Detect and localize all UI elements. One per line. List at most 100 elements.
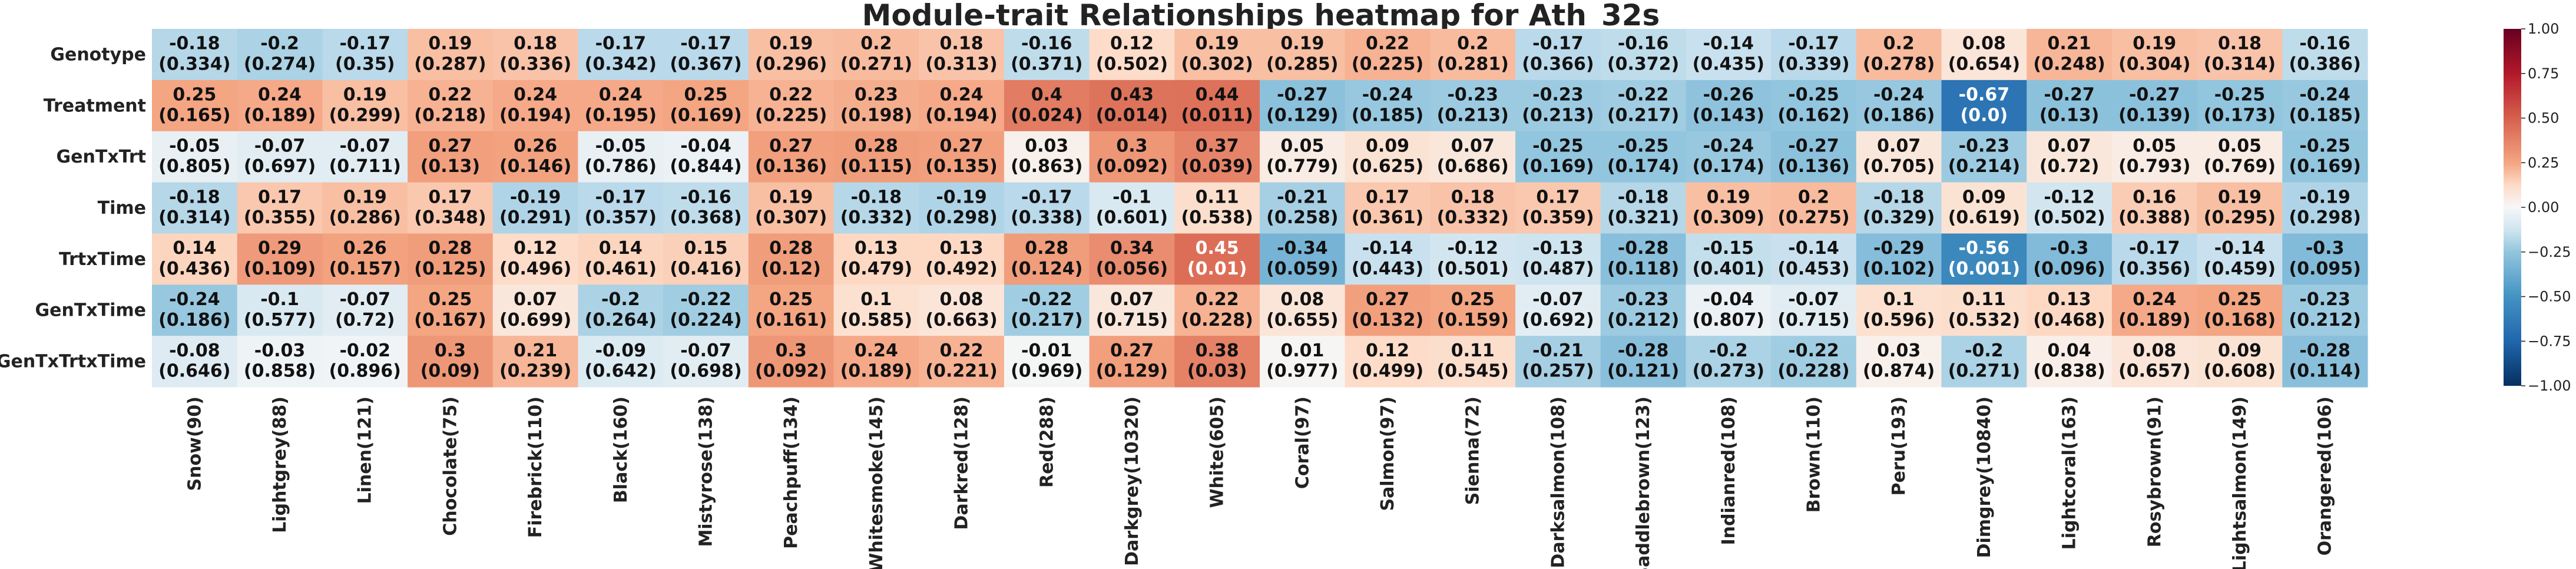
cell-value-label: -0.28: [1618, 340, 1668, 361]
cell-pvalue-label: (0.314): [2204, 54, 2276, 74]
cell-value-label: -0.17: [595, 187, 646, 207]
heatmap-cell: [237, 80, 323, 132]
cell-pvalue-label: (0.298): [925, 207, 997, 228]
cell-value-label: 0.17: [1536, 187, 1580, 207]
cell-pvalue-label: (0.221): [925, 361, 997, 382]
cell-value-label: -0.24: [169, 289, 220, 310]
cell-value-label: 0.28: [769, 238, 813, 259]
heatmap-cell: [492, 336, 579, 388]
heatmap-cell: [833, 284, 919, 336]
cell-value-label: 0.25: [428, 289, 472, 310]
cell-pvalue-label: (0.281): [1437, 54, 1509, 74]
cell-value-label: 0.07: [1451, 135, 1495, 156]
cell-value-label: 0.25: [1451, 289, 1495, 310]
cell-pvalue-label: (0.72): [335, 310, 395, 330]
heatmap-cell: [578, 131, 664, 183]
cell-value-label: -0.07: [339, 135, 390, 156]
cell-value-label: 0.16: [2133, 187, 2176, 207]
cell-pvalue-label: (0.295): [2204, 207, 2276, 228]
heatmap-cell: [1686, 233, 1772, 285]
cell-pvalue-label: (0.169): [1522, 156, 1594, 177]
cell-value-label: -0.1: [1112, 187, 1151, 207]
cell-value-label: -0.24: [1703, 135, 1754, 156]
cell-value-label: -0.28: [2299, 340, 2350, 361]
heatmap-cell: [2197, 29, 2283, 81]
column-label: Black(160): [611, 396, 631, 503]
cell-value-label: 0.25: [2218, 289, 2262, 310]
cell-value-label: 0.18: [940, 34, 984, 54]
cell-value-label: 0.09: [1962, 187, 2006, 207]
heatmap-cell: [1515, 29, 1601, 81]
cell-value-label: -0.25: [2299, 135, 2350, 156]
heatmap-cell: [1345, 336, 1431, 388]
cell-pvalue-label: (0.858): [244, 361, 316, 382]
cell-value-label: 0.28: [428, 238, 472, 259]
heatmap-cell: [2282, 336, 2368, 388]
cell-value-label: 0.3: [776, 340, 807, 361]
cell-pvalue-label: (0.642): [585, 361, 657, 382]
cell-value-label: 0.22: [1366, 34, 1409, 54]
heatmap-cell: [1856, 284, 1942, 336]
heatmap-cell: [492, 131, 579, 183]
cell-pvalue-label: (0.102): [1863, 259, 1935, 279]
cell-pvalue-label: (0.143): [1693, 105, 1764, 125]
cell-pvalue-label: (0.186): [1863, 105, 1935, 125]
cell-value-label: 0.3: [1116, 135, 1147, 156]
heatmap-cell: [1430, 131, 1516, 183]
cell-value-label: -0.2: [1965, 340, 2004, 361]
heatmap-cell: [748, 233, 835, 285]
cell-value-label: 0.11: [1962, 289, 2006, 310]
column-label: Salmon(97): [1378, 396, 1398, 511]
heatmap-cell: [1174, 29, 1260, 81]
cell-pvalue-label: (0.596): [1863, 310, 1935, 330]
cell-value-label: -0.27: [2129, 85, 2180, 105]
cell-pvalue-label: (0.793): [2118, 156, 2190, 177]
cell-pvalue-label: (0.492): [925, 259, 997, 279]
heatmap-cell: [919, 284, 1005, 336]
cell-pvalue-label: (0.228): [1777, 361, 1849, 382]
heatmap-cell: [663, 182, 749, 234]
colorbar: 1.00 0.75 0.50 0.25 0.00 −0.25 −0.50 −0.75 −1.00: [2504, 21, 2571, 394]
cell-value-label: 0.14: [599, 238, 643, 259]
cell-value-label: -0.34: [1277, 238, 1327, 259]
heatmap-cell: [2027, 284, 2113, 336]
column-label: Whitesmoke(145): [866, 396, 887, 569]
cell-value-label: -0.24: [1873, 85, 1924, 105]
cell-value-label: 0.09: [2218, 340, 2262, 361]
cell-value-label: 0.34: [1110, 238, 1154, 259]
heatmap-cell: [748, 80, 835, 132]
heatmap-cell: [1771, 336, 1857, 388]
heatmap-cell: [1174, 182, 1260, 234]
heatmap-cell: [663, 336, 749, 388]
cell-pvalue-label: (0.212): [1607, 310, 1679, 330]
heatmap-cell: [408, 80, 494, 132]
cell-pvalue-label: (0.214): [1948, 156, 2020, 177]
cell-pvalue-label: (0.386): [2289, 54, 2360, 74]
cell-value-label: 0.3: [435, 340, 466, 361]
cell-pvalue-label: (0.13): [2039, 105, 2099, 125]
cell-pvalue-label: (0.359): [1522, 207, 1594, 228]
heatmap-cell: [492, 182, 579, 234]
cell-pvalue-label: (0.401): [1693, 259, 1764, 279]
cell-pvalue-label: (0.699): [499, 310, 571, 330]
cell-pvalue-label: (0.304): [2118, 54, 2190, 74]
cell-pvalue-label: (0.056): [1096, 259, 1168, 279]
cell-value-label: 0.2: [1798, 187, 1829, 207]
heatmap-cell: [833, 29, 919, 81]
cell-value-label: 0.25: [173, 85, 216, 105]
heatmap-cell: [663, 131, 749, 183]
cell-pvalue-label: (0.01): [1187, 259, 1247, 279]
cell-pvalue-label: (0.698): [670, 361, 741, 382]
heatmap-cell: [1089, 80, 1175, 132]
cell-pvalue-label: (0.174): [1693, 156, 1764, 177]
cell-pvalue-label: (0.338): [1011, 207, 1082, 228]
cell-value-label: 0.19: [769, 34, 813, 54]
heatmap-cell: [578, 284, 664, 336]
cell-value-label: 0.38: [1196, 340, 1239, 361]
cell-pvalue-label: (0.167): [414, 310, 486, 330]
cell-pvalue-label: (0.577): [244, 310, 316, 330]
cell-value-label: 0.27: [428, 135, 472, 156]
heatmap-cell: [1430, 182, 1516, 234]
colorbar-tick-label: −0.50: [2528, 289, 2571, 305]
column-label: Firebrick(110): [525, 396, 546, 538]
